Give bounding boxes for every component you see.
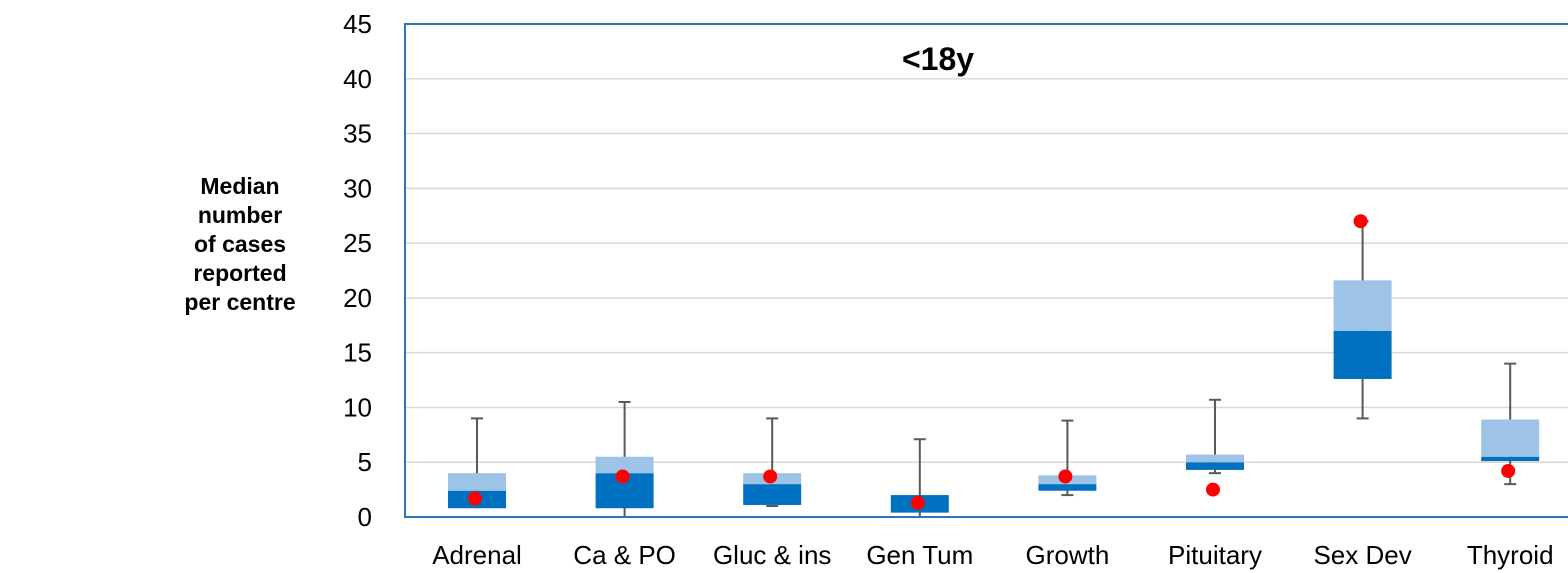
x-tick-label: Sex Dev — [1313, 540, 1411, 570]
data-point — [763, 469, 778, 484]
y-tick-label: 40 — [343, 64, 372, 94]
y-axis-label: Median number of cases reported per cent… — [170, 172, 310, 317]
box-pituitary — [1186, 398, 1244, 497]
box-lower — [1481, 456, 1540, 462]
box-growth — [1038, 419, 1097, 497]
box-upper — [1333, 280, 1392, 331]
y-tick-label: 25 — [343, 228, 372, 258]
data-point — [615, 469, 630, 484]
y-tick-label: 20 — [343, 283, 372, 313]
x-tick-label: Growth — [1025, 540, 1109, 570]
box-thyroid — [1481, 362, 1540, 486]
x-tick-label: Gen Tum — [866, 540, 973, 570]
y-axis-label-line: Median number — [197, 173, 283, 228]
box-lower — [1186, 462, 1244, 470]
plot-frame — [404, 23, 1568, 518]
box-gen-tum — [890, 438, 949, 517]
chart-title: <18y — [902, 41, 974, 77]
box-lower — [743, 484, 802, 505]
box-gluc-ins — [743, 417, 802, 508]
x-tick-label: Adrenal — [432, 540, 522, 570]
y-tick-label: 35 — [343, 119, 372, 149]
data-point — [1353, 214, 1368, 229]
y-tick-label: 0 — [358, 502, 372, 532]
x-axis-ticks: Adrenal Ca & PO Gluc & ins Gen Tum Growth Pit… — [432, 540, 1553, 570]
x-tick-label: Ca & PO — [573, 540, 676, 570]
box-lower — [1038, 484, 1097, 491]
boxes — [448, 214, 1540, 517]
data-point — [1058, 469, 1073, 484]
box-upper — [448, 473, 506, 491]
x-tick-label: Pituitary — [1168, 540, 1262, 570]
data-point — [1501, 463, 1516, 478]
y-tick-label: 5 — [358, 447, 372, 477]
data-point — [910, 495, 925, 510]
box-upper — [595, 456, 654, 474]
box-lower — [1333, 330, 1392, 379]
data-point — [1206, 482, 1220, 497]
y-axis-label-line: per centre — [184, 289, 296, 315]
y-axis-ticks: 0 5 10 15 20 25 30 35 40 45 — [343, 9, 372, 532]
data-point — [468, 491, 482, 506]
y-axis-label-line: of cases reported — [193, 231, 287, 286]
box-upper — [1481, 419, 1540, 457]
box-upper — [1186, 454, 1244, 463]
box-adrenal — [448, 417, 506, 509]
x-tick-label: Thyroid — [1467, 540, 1554, 570]
y-tick-label: 45 — [343, 9, 372, 39]
box-sex-dev — [1333, 214, 1392, 420]
x-tick-label: Gluc & ins — [713, 540, 832, 570]
y-tick-label: 10 — [343, 392, 372, 422]
box-ca-po — [595, 400, 654, 517]
y-tick-label: 30 — [343, 173, 372, 203]
gridlines — [405, 78, 1568, 518]
y-tick-label: 15 — [343, 338, 372, 368]
